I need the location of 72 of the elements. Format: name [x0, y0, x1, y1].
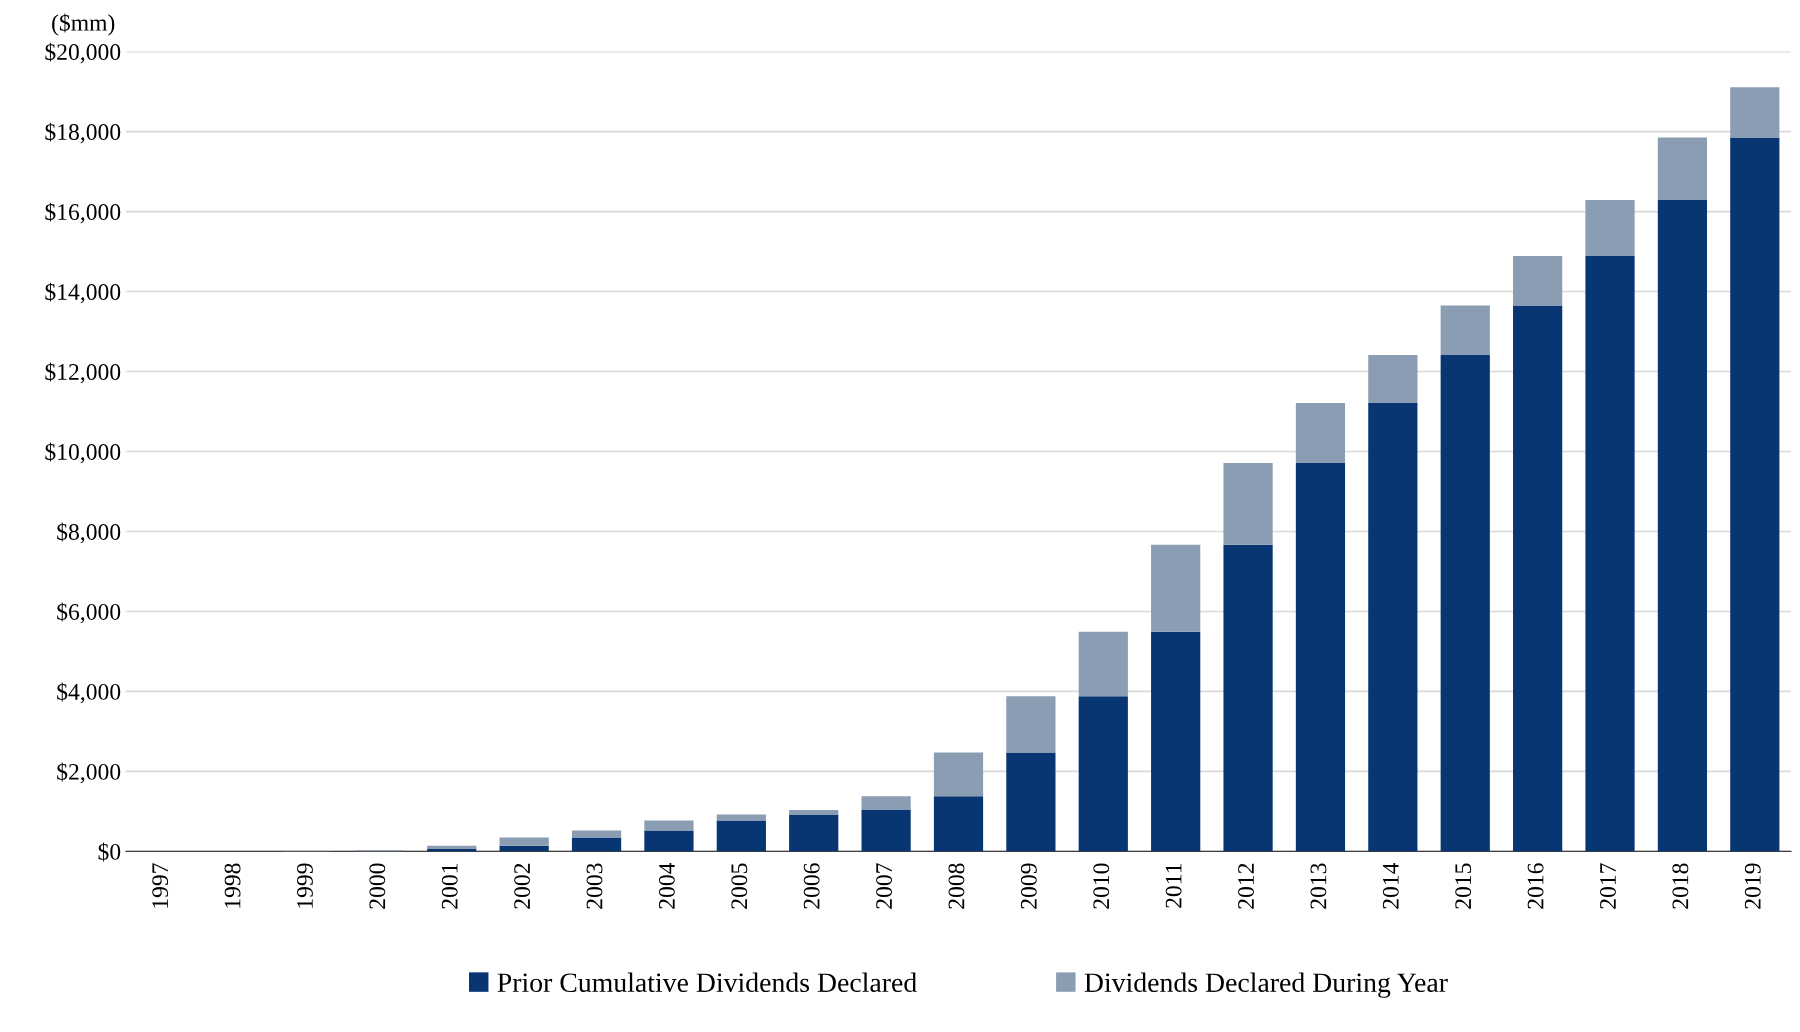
- bar: [1513, 305, 1563, 852]
- bar: [427, 845, 477, 849]
- x-tick-label: 2003: [586, 863, 603, 909]
- x-tick-label: 2015: [1455, 863, 1472, 909]
- bar: [1151, 544, 1201, 632]
- x-tick-label: 2011: [1165, 863, 1182, 908]
- y-tick-label: $4,000: [57, 682, 121, 704]
- x-tick-label: 2008: [948, 863, 965, 909]
- bar: [1585, 255, 1635, 852]
- bar: [861, 796, 911, 811]
- x-tick-label: 2002: [514, 863, 531, 909]
- bar: [716, 820, 766, 852]
- x-tick-label: 1998: [224, 863, 241, 908]
- x-tick-label: 2017: [1600, 863, 1616, 909]
- bar: [644, 830, 694, 852]
- y-tick-label: $18,000: [45, 122, 121, 144]
- bar: [1513, 255, 1563, 306]
- bar: [499, 837, 549, 846]
- bar: [1078, 696, 1128, 852]
- x-tick-label: 2001: [441, 863, 458, 909]
- x-tick-label: 2006: [803, 863, 820, 909]
- bar: [1151, 631, 1201, 852]
- bar: [933, 752, 984, 797]
- bar: [1295, 463, 1346, 852]
- y-tick-label: $14,000: [45, 282, 121, 304]
- legend-label: Prior Cumulative Dividends Declared: [497, 972, 917, 993]
- bar: [789, 814, 839, 852]
- bar: [1585, 199, 1635, 256]
- bar: [1730, 87, 1780, 138]
- bar: [933, 796, 984, 852]
- bar: [1006, 752, 1056, 852]
- y-tick-label: $8,000: [57, 522, 121, 544]
- bar: [861, 810, 911, 852]
- x-tick-label: 2000: [369, 863, 386, 909]
- bar: [571, 837, 622, 852]
- bar: [789, 810, 839, 815]
- bar: [1368, 403, 1418, 852]
- y-tick-label: $20,000: [45, 42, 121, 64]
- x-tick-label: 2018: [1672, 863, 1689, 909]
- x-tick-label: 1999: [297, 863, 313, 908]
- bar: [1368, 355, 1418, 404]
- x-tick-label: 2013: [1310, 863, 1327, 909]
- x-tick-label: 2004: [658, 862, 675, 909]
- x-tick-label: 2019: [1744, 863, 1761, 909]
- bar: [644, 820, 694, 831]
- x-tick-label: 2014: [1382, 862, 1399, 909]
- y-tick-label: $12,000: [45, 362, 121, 384]
- y-tick-label: $2,000: [57, 762, 121, 784]
- bar: [1730, 137, 1780, 852]
- y-tick-label: $0: [98, 842, 121, 862]
- bar: [1223, 463, 1273, 545]
- bar: [1223, 544, 1273, 852]
- y-tick-label: $10,000: [45, 442, 121, 464]
- bar: [1657, 199, 1708, 852]
- x-tick-label: 1997: [152, 863, 169, 908]
- bar: [1295, 403, 1346, 464]
- x-tick-label: 2016: [1527, 863, 1544, 909]
- x-tick-label: 2012: [1238, 863, 1254, 909]
- y-tick-label: $6,000: [57, 602, 121, 624]
- x-tick-label: 2010: [1093, 863, 1110, 909]
- x-tick-label: 2007: [876, 863, 893, 909]
- bar: [1078, 631, 1128, 697]
- bar: [1006, 696, 1056, 753]
- bar: [1657, 137, 1708, 200]
- legend-label: Dividends Declared During Year: [1084, 972, 1448, 998]
- bar: [571, 830, 622, 838]
- x-tick-label: 2005: [731, 863, 748, 909]
- bar: [1440, 305, 1490, 356]
- bar: [1440, 355, 1490, 852]
- x-tick-label: 2009: [1020, 863, 1037, 909]
- y-axis-title: ($mm): [52, 13, 115, 36]
- y-tick-label: $16,000: [45, 202, 121, 224]
